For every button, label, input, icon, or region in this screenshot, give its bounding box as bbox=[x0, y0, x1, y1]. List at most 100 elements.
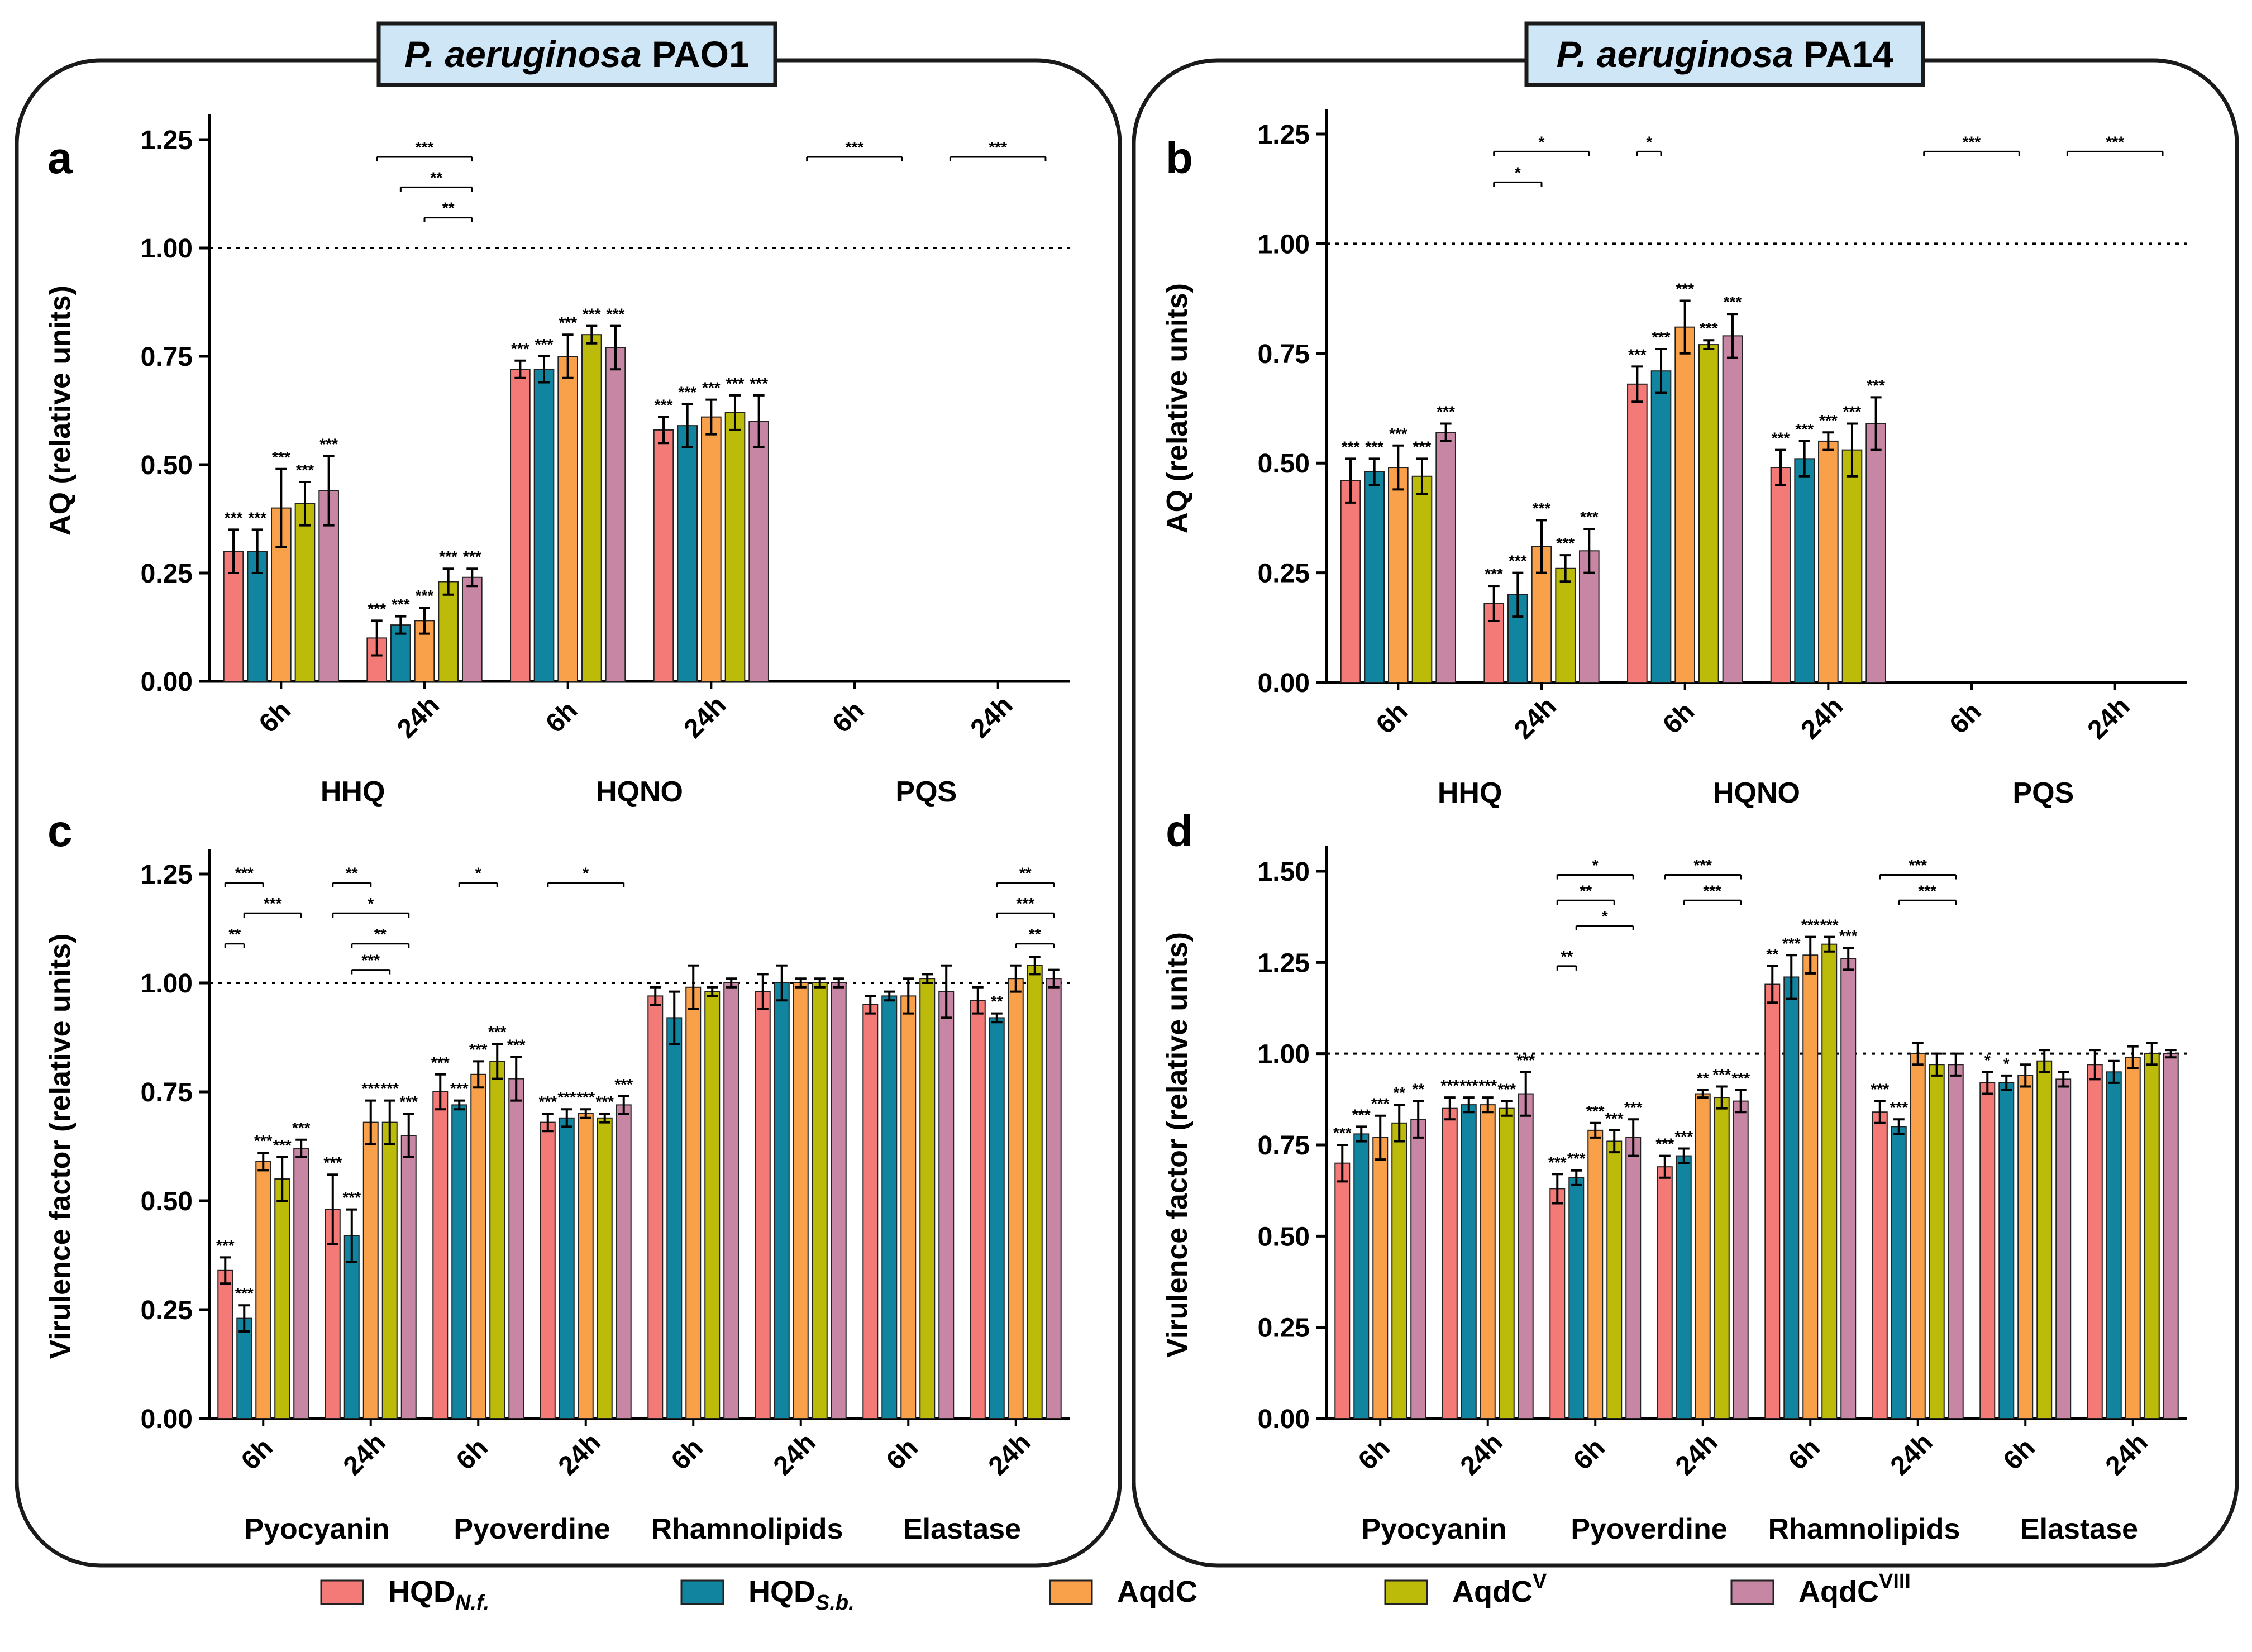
bar bbox=[581, 334, 602, 682]
legend-label-subscript: S.b. bbox=[815, 1591, 855, 1615]
significance-star: *** bbox=[1533, 499, 1551, 517]
bracket-label: *** bbox=[2106, 133, 2124, 150]
bar bbox=[1480, 1104, 1496, 1419]
significance-star: *** bbox=[1724, 293, 1742, 311]
significance-star: *** bbox=[1485, 565, 1503, 583]
bar bbox=[2055, 1078, 2072, 1419]
significance-star: *** bbox=[1871, 1081, 1889, 1098]
bar bbox=[2163, 1053, 2179, 1419]
legend-label: AqdCVIII bbox=[1798, 1570, 1911, 1608]
significance-star: *** bbox=[235, 1285, 254, 1302]
group-label: Elastase bbox=[903, 1513, 1021, 1545]
bar bbox=[653, 429, 674, 682]
bracket-label: *** bbox=[1918, 882, 1936, 899]
significance-star: *** bbox=[1567, 1150, 1586, 1167]
significance-star: *** bbox=[1352, 1106, 1371, 1123]
bracket-label: * bbox=[583, 865, 589, 882]
bar bbox=[343, 1235, 360, 1419]
bar bbox=[1650, 370, 1672, 683]
legend-label-superscript: VIII bbox=[1879, 1570, 1911, 1593]
group-label: PQS bbox=[895, 776, 957, 808]
bar bbox=[1674, 326, 1695, 683]
legend-item: HQDS.b. bbox=[680, 1575, 855, 1615]
significance-star: *** bbox=[559, 314, 577, 331]
significance-star: *** bbox=[1843, 403, 1862, 420]
y-tick-label: 0.75 bbox=[141, 1078, 193, 1107]
bar bbox=[1733, 1100, 1749, 1419]
legend-label-name: HQD bbox=[388, 1575, 455, 1608]
y-tick-label: 0.25 bbox=[1258, 559, 1310, 589]
bar bbox=[1334, 1162, 1351, 1420]
significance-star: *** bbox=[272, 448, 290, 466]
group-label: Elastase bbox=[2020, 1513, 2138, 1545]
significance-star: *** bbox=[1497, 1081, 1516, 1098]
bar bbox=[900, 995, 917, 1419]
significance-star: *** bbox=[655, 397, 673, 414]
bar bbox=[1568, 1177, 1585, 1420]
y-tick-label: 0.25 bbox=[1258, 1314, 1310, 1343]
bar bbox=[1606, 1140, 1623, 1419]
significance-star: *** bbox=[678, 383, 696, 400]
y-tick-label: 0.00 bbox=[141, 667, 193, 697]
bar bbox=[724, 412, 746, 682]
significance-star: *** bbox=[463, 548, 481, 565]
bar bbox=[755, 991, 771, 1419]
bar bbox=[919, 978, 936, 1419]
left-title-text: P. aeruginosa PAO1 bbox=[404, 34, 749, 75]
significance-star: *** bbox=[1628, 346, 1647, 363]
significance-star: *** bbox=[1389, 425, 1408, 442]
significance-star: *** bbox=[392, 596, 410, 613]
bar bbox=[489, 1061, 505, 1419]
legend-label: HQDS.b. bbox=[748, 1575, 855, 1615]
bar bbox=[1388, 467, 1409, 684]
panel-letter-a: a bbox=[47, 133, 73, 183]
y-tick-label: 1.00 bbox=[1258, 230, 1310, 259]
bar bbox=[438, 581, 459, 682]
legend-swatch bbox=[1730, 1579, 1774, 1605]
chart-panel-c: c Virulence factor (relative units) 0.00 0.… bbox=[44, 806, 1070, 1545]
y-axis-label: AQ (relative units) bbox=[1161, 283, 1194, 533]
y-tick-label: 0.50 bbox=[1258, 449, 1310, 479]
legend-label-name: AqdC bbox=[1117, 1575, 1197, 1608]
significance-star: *** bbox=[450, 1080, 469, 1097]
bar bbox=[1353, 1133, 1370, 1420]
significance-star: *** bbox=[614, 1076, 633, 1093]
y-tick-label: 1.00 bbox=[141, 969, 193, 999]
bar bbox=[748, 421, 769, 682]
bar bbox=[1770, 467, 1791, 684]
bar bbox=[2087, 1064, 2103, 1420]
chart-panel-d: d Virulence factor (relative units) 0.00 0.… bbox=[1161, 806, 2187, 1545]
bar bbox=[774, 982, 790, 1419]
bar bbox=[2125, 1057, 2141, 1419]
bar bbox=[1549, 1188, 1566, 1419]
y-tick-label: 0.00 bbox=[141, 1405, 193, 1434]
bar bbox=[685, 986, 702, 1420]
bar bbox=[293, 1148, 309, 1419]
bracket-label: * bbox=[1515, 164, 1521, 181]
y-tick-label: 1.25 bbox=[1258, 948, 1310, 978]
significance-star: *** bbox=[511, 340, 529, 357]
bar bbox=[1929, 1064, 1945, 1420]
bar bbox=[1802, 954, 1819, 1420]
significance-star: *** bbox=[1516, 1051, 1535, 1068]
significance-star: *** bbox=[1676, 280, 1694, 298]
significance-star: ** bbox=[1766, 946, 1778, 963]
bar bbox=[1008, 978, 1024, 1419]
bracket-label: ** bbox=[374, 925, 387, 943]
charts: a AQ (relative units) 0.00 0.25 0.50 0.75 1.00… bbox=[44, 109, 2187, 1545]
bar bbox=[451, 1104, 467, 1419]
bracket-label: ** bbox=[1029, 925, 1041, 943]
left-panel-title: P. aeruginosa PAO1 bbox=[376, 21, 777, 87]
significance-star: *** bbox=[399, 1093, 418, 1110]
bar bbox=[1442, 1107, 1458, 1419]
y-tick-label: 0.50 bbox=[141, 451, 193, 480]
significance-star: *** bbox=[538, 1093, 557, 1110]
bar bbox=[1518, 1093, 1534, 1419]
legend-swatch bbox=[320, 1579, 364, 1605]
bar bbox=[677, 425, 698, 682]
bracket-label: *** bbox=[1909, 857, 1927, 874]
chart-panel-b: b AQ (relative units) 0.00 0.25 0.50 0.75 1.00… bbox=[1161, 109, 2187, 809]
bracket-label: * bbox=[1592, 857, 1599, 874]
bracket-label: *** bbox=[235, 865, 254, 882]
bar bbox=[831, 982, 847, 1419]
